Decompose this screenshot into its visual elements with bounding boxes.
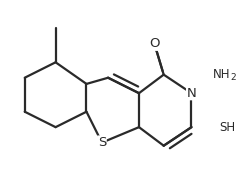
Text: 2: 2 bbox=[231, 73, 236, 82]
Text: N: N bbox=[187, 87, 196, 100]
Text: O: O bbox=[149, 37, 160, 50]
Text: NH: NH bbox=[213, 68, 231, 81]
Text: SH: SH bbox=[219, 121, 235, 134]
Text: S: S bbox=[98, 136, 106, 149]
